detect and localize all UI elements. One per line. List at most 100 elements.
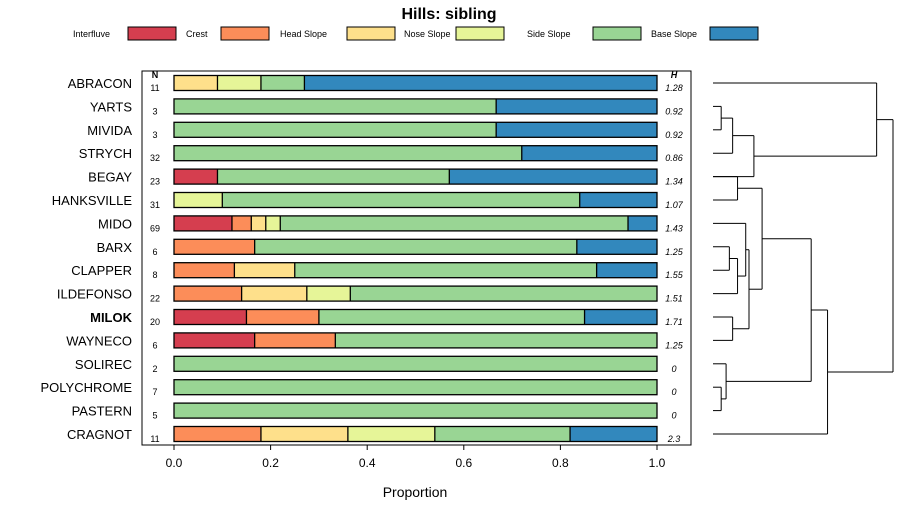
h-value: 1.43 [665,223,683,233]
x-tick-label: 0.2 [262,456,279,470]
bar-segment [174,309,247,325]
bar-segment [246,309,319,325]
n-value: 2 [152,364,157,374]
row-label: STRYCH [79,146,132,161]
bar-segment [335,332,658,348]
row-label: CLAPPER [71,263,132,278]
legend-swatch [346,26,396,41]
bar-segment [174,169,218,185]
h-value: 1.28 [665,83,683,93]
x-tick-label: 0.0 [166,456,183,470]
dendrogram [713,82,894,435]
bar-segment [174,262,235,278]
bar-segment [347,426,435,442]
legend-swatch [592,26,642,41]
row-label: BARX [97,240,133,255]
row-label: HANKSVILLE [52,193,133,208]
bar-segment [449,169,657,185]
bar-segment [174,98,497,114]
n-value: 22 [150,294,160,304]
n-column-header: N [152,70,159,80]
chart-title: Hills: sibling [401,6,496,23]
n-value: 20 [150,317,160,327]
h-value: 0.92 [665,106,683,116]
h-value: 1.51 [665,294,683,304]
bar-segment [434,426,571,442]
bar-segment [584,309,657,325]
bar-outline [173,121,658,138]
plot-area: ABRACON 11 1.28 YARTS 3 0.92 MIVIDA 3 0.92 STRYCH… [41,70,692,470]
legend-label: Side Slope [527,29,571,39]
bar-outline [173,308,658,326]
h-value: 1.25 [665,340,684,350]
n-value: 31 [150,200,160,210]
bar-outline [173,98,658,115]
legend-swatch [455,26,505,41]
row-label: ABRACON [68,76,132,91]
bar-segment [521,145,657,161]
n-value: 23 [150,177,160,187]
h-column-header: H [671,70,678,80]
legend: Interfluve Crest Head Slope Nose Slope Side … [73,26,759,41]
n-value: 8 [152,270,157,280]
n-value: 7 [152,387,157,397]
h-value: 0 [671,387,676,397]
bar-outline [173,425,658,443]
bar-segment [217,75,261,91]
bar-outline [173,145,658,162]
n-value: 3 [152,106,157,116]
row-label: BEGAY [88,170,132,185]
x-tick-label: 0.6 [455,456,472,470]
bar-segment [174,286,242,302]
bar-segment [265,215,281,231]
bar-segment [294,262,597,278]
bar-segment [260,75,305,91]
bar-outline [173,262,658,279]
h-value: 1.55 [665,270,684,280]
bar-outline [173,191,658,209]
legend-swatch [220,26,270,41]
bar-segment [350,286,657,302]
bar-outline [173,332,658,349]
bar-segment [280,215,629,231]
legend-swatch [127,26,177,41]
bar-segment [260,426,348,442]
x-axis-label: Proportion [383,484,448,500]
bar-segment [576,239,658,255]
n-value: 69 [150,223,160,233]
n-value: 11 [150,434,159,444]
bar-outline [173,168,658,185]
bar-segment [570,426,657,442]
bar-segment [174,215,232,231]
legend-label: Base Slope [651,29,697,39]
bar-segment [174,145,522,161]
bar-outline [173,215,658,232]
n-value: 6 [152,340,157,350]
bar-outline [173,74,658,92]
row-label: PASTERN [72,404,132,419]
bar-segment [174,332,255,348]
n-value: 3 [152,130,157,140]
row-label: MIDO [98,216,132,231]
x-tick-label: 0.4 [359,456,376,470]
plot-frame [141,70,692,446]
bar-segment [254,239,577,255]
h-value: 1.25 [665,247,684,257]
row-label: MILOK [90,310,132,325]
h-value: 2.3 [667,434,681,444]
bar-outline [173,285,658,302]
n-value: 11 [150,83,159,93]
bar-segment [231,215,252,231]
legend-label: Nose Slope [404,29,451,39]
h-value: 0 [671,364,676,374]
bar-segment [318,309,585,325]
h-value: 0.92 [665,130,683,140]
bar-outline [173,379,658,396]
bar-segment [174,239,255,255]
x-tick-label: 1.0 [649,456,666,470]
bar-segment [174,403,657,419]
row-label: POLYCHROME [41,380,133,395]
bar-segment [234,262,295,278]
legend-label: Head Slope [280,29,327,39]
